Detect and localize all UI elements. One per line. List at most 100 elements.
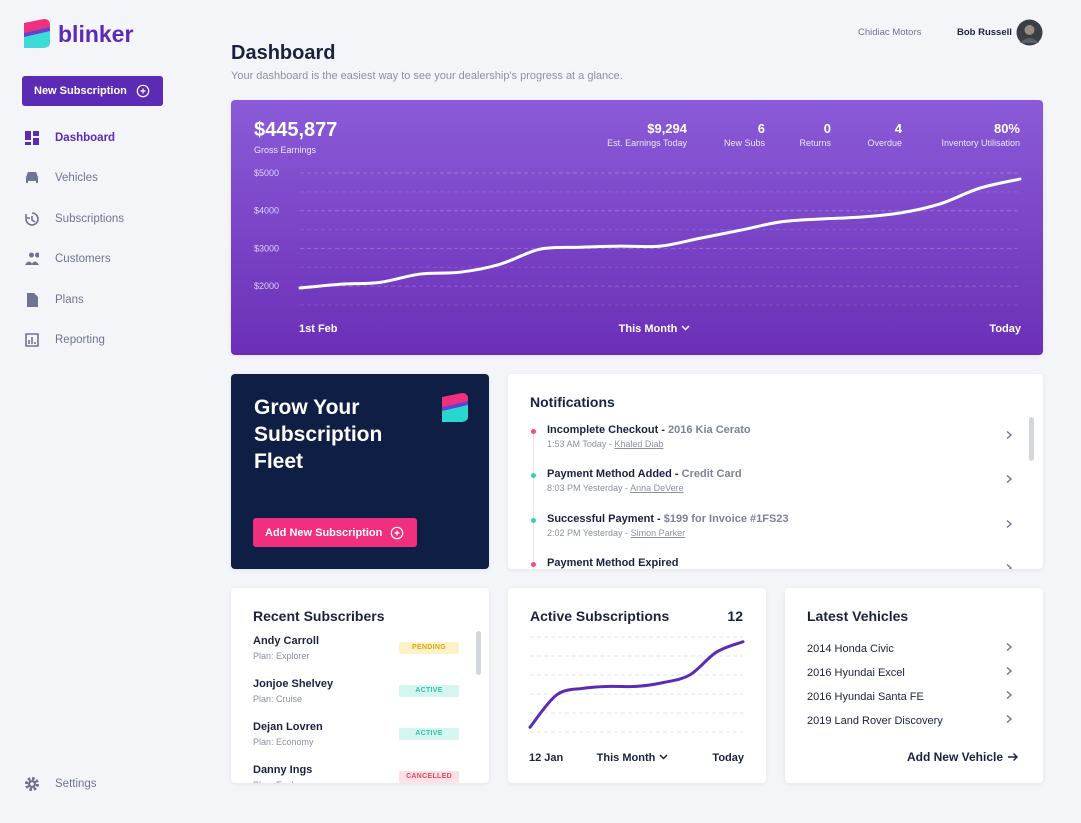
nav-item[interactable]: Subscriptions [55,212,125,225]
arrow-icon [1008,753,1018,761]
timeline-dot [531,473,536,479]
avatar[interactable] [1016,19,1043,46]
earnings-chart: $2000 $3000 $4000 $5000 1st Feb This Month Tod… [254,168,1022,335]
notification-title[interactable]: Payment Method Expired [547,557,678,569]
settings-link[interactable]: Settings [55,778,97,790]
subscriber-name[interactable]: Dejan Lovren [253,721,323,733]
notification-meta: 2:02 PM Yesterday - Simon Parker [547,528,685,538]
page-title: Dashboard [231,42,336,64]
chevron-icon[interactable] [1004,642,1014,652]
nav-item[interactable]: Reporting [55,334,105,346]
brand: blinker [58,21,134,47]
stat-label: Overdue [867,138,902,148]
notification-label: Payment Method Expired [547,556,679,569]
stat-label: Est. Earnings Today [607,138,687,148]
chevron [1006,519,1013,528]
vehicles-card: Latest Vehicles 2014 Honda Civic 2016 Hyu… [785,588,1043,783]
notification-label: Payment Method Added - [547,468,679,481]
notification-meta: 8:03 PM Yesterday - Anna DeVere [547,483,684,493]
user-name[interactable]: Bob Russell [957,27,1012,38]
status-badge: Cancelled [399,771,459,783]
stat-value: 4 [894,121,902,136]
y-tick-label: $5000 [254,168,279,178]
chevron-icon[interactable] [1004,690,1014,700]
nav-icon [25,211,39,226]
stat-label: Inventory Utilisation [941,138,1020,148]
page-subtitle: Your dashboard is the easiest way to see… [231,70,623,82]
add-subscription-button[interactable]: Add New Subscription [253,518,417,547]
status-badge: Pending [399,642,459,654]
chevron [1006,642,1013,652]
y-tick-label: $2000 [254,281,279,291]
vehicle-item[interactable]: 2016 Hyundai Santa FE [807,691,924,703]
y-tick-label: $3000 [254,243,279,253]
data-line [298,177,1022,290]
notification-label: Successful Payment - [547,512,661,525]
period-selector[interactable]: This Month [597,752,656,764]
stat-value: 0 [823,121,831,136]
dealer-name[interactable]: Chidiac Motors [858,27,922,38]
chevron [1006,475,1013,484]
status-badge: Active [399,685,459,697]
earnings-card: $445,877 Gross Earnings $9,294 Est. Earni… [231,100,1043,355]
chevron-icon[interactable] [1004,474,1014,484]
notification-time: 8:03 PM Yesterday - [547,483,629,494]
button-label: Add New Subscription [265,527,383,539]
notification-time: 1:53 AM Today - [547,439,612,449]
notification-title[interactable]: Successful Payment - $199 for Invoice #1… [547,513,789,525]
x-end-label: Today [989,323,1021,335]
subscriber-plan: Plan: Explorer [253,651,310,661]
stat-label: Returns [799,138,831,148]
stat-value: 6 [757,121,765,136]
promo-title: Grow Your Subscription Fleet [254,396,383,473]
nav-item[interactable]: Dashboard [55,132,116,144]
subscriber-plan: Plan: Explorer [253,780,310,783]
vehicle-item[interactable]: 2019 Land Rover Discovery [807,715,943,727]
vehicle-item[interactable]: 2014 Honda Civic [807,643,894,655]
icon-shape [27,292,38,307]
button-label: New Subscription [34,85,127,97]
notifications-card: Notifications Incomplete Checkout - 2016… [508,374,1043,569]
subscriber-name[interactable]: Jonjoe Shelvey [253,678,334,690]
nav-item[interactable]: Vehicles [55,172,98,185]
period-selector[interactable]: This Month [619,323,678,335]
add-vehicle-link[interactable]: Add New Vehicle [906,750,1003,764]
notification-person[interactable]: Simon Parker [630,527,686,538]
chevron-icon[interactable] [1004,714,1014,724]
chevron-icon[interactable] [1004,563,1014,569]
promo-card: Grow Your Subscription Fleet Add New Sub… [231,374,489,569]
nav-icon [27,292,38,307]
notification-person[interactable]: Anna DeVere [630,483,684,494]
logo-icon [24,19,50,48]
nav-item[interactable]: Customers [55,253,111,266]
card-title: Notifications [530,394,615,410]
timeline-dot [531,429,536,434]
stat-value: $9,294 [647,121,687,136]
chevron-icon[interactable] [1004,519,1014,529]
card-title: Recent Subscribers [253,608,385,624]
notification-person[interactable]: Khaled Diab [614,439,664,449]
timeline [533,430,534,569]
active-chart: 12 Jan This Month Today [528,636,745,764]
subscriber-plan: Plan: Economy [253,737,314,747]
vehicle-item[interactable]: 2016 Hyundai Excel [807,667,905,679]
notification-label: Incomplete Checkout - [547,424,665,436]
active-card: Active Subscriptions 12 12 Jan This Month… [508,588,766,783]
chevron-icon[interactable] [1004,430,1014,440]
x-start-label: 12 Jan [529,752,564,764]
card-title: Active Subscriptions [530,608,670,624]
stat-label: New Subs [723,138,765,148]
subscriber-name[interactable]: Danny Ings [253,764,313,776]
dropdown-icon [659,754,668,760]
x-end-label: Today [712,752,744,764]
status-badge: Active [399,728,459,740]
subscriber-name[interactable]: Andy Carroll [253,635,320,647]
nav-item[interactable]: Plans [55,293,84,306]
notification-title[interactable]: Payment Method Added - Credit Card [547,468,742,480]
scrollbar [1029,417,1034,461]
new-subscription-button[interactable]: New Subscription [22,76,163,106]
notification-title[interactable]: Incomplete Checkout - 2016 Kia Cerato [547,424,751,436]
chevron-icon[interactable] [1004,666,1014,676]
notification-meta: 1:53 AM Today - Khaled Diab [547,439,663,449]
card-title: Latest Vehicles [807,608,909,624]
